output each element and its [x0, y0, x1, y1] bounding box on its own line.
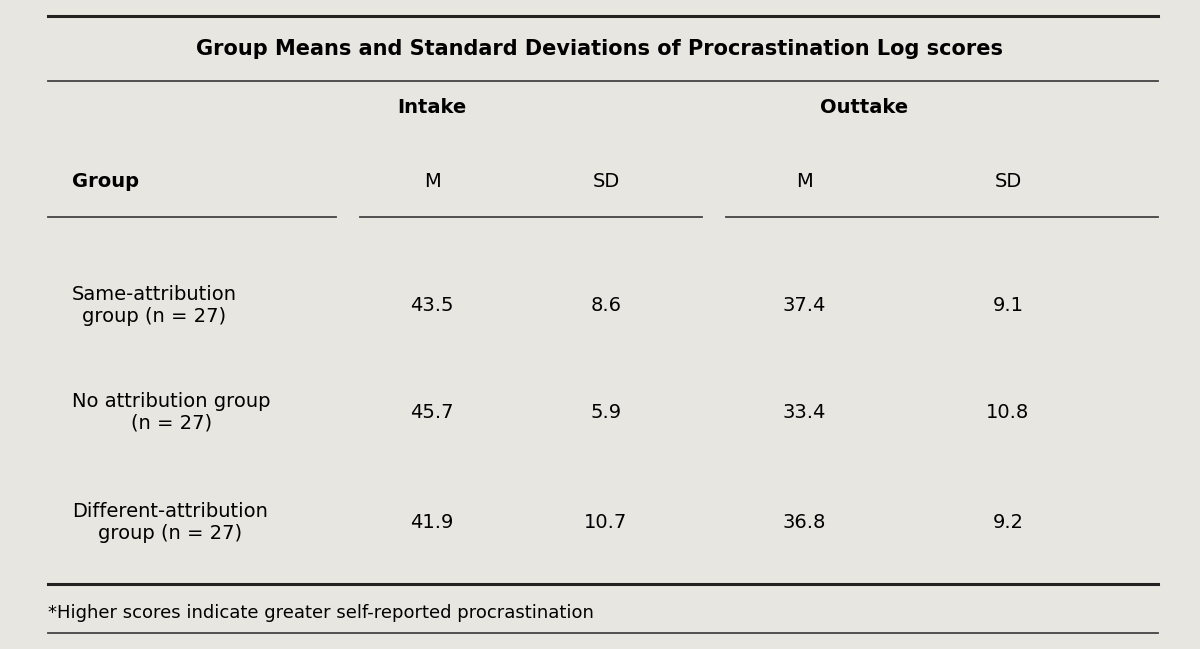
- Text: 43.5: 43.5: [410, 295, 454, 315]
- Text: No attribution group
(n = 27): No attribution group (n = 27): [72, 391, 270, 433]
- Text: SD: SD: [593, 172, 619, 191]
- Text: 41.9: 41.9: [410, 513, 454, 532]
- Text: SD: SD: [995, 172, 1021, 191]
- Text: 45.7: 45.7: [410, 402, 454, 422]
- Text: M: M: [424, 172, 440, 191]
- Text: *Higher scores indicate greater self-reported procrastination: *Higher scores indicate greater self-rep…: [48, 604, 594, 622]
- Text: 36.8: 36.8: [782, 513, 826, 532]
- Text: 9.2: 9.2: [992, 513, 1024, 532]
- Text: 10.8: 10.8: [986, 402, 1030, 422]
- Text: Group Means and Standard Deviations of Procrastination Log scores: Group Means and Standard Deviations of P…: [197, 39, 1003, 58]
- Text: 8.6: 8.6: [590, 295, 622, 315]
- Text: Same-attribution
group (n = 27): Same-attribution group (n = 27): [72, 284, 238, 326]
- Text: Intake: Intake: [397, 97, 467, 117]
- Text: 33.4: 33.4: [782, 402, 826, 422]
- Text: 10.7: 10.7: [584, 513, 628, 532]
- Text: 37.4: 37.4: [782, 295, 826, 315]
- Text: 5.9: 5.9: [590, 402, 622, 422]
- Text: Outtake: Outtake: [820, 97, 908, 117]
- Text: Different-attribution
group (n = 27): Different-attribution group (n = 27): [72, 502, 268, 543]
- Text: Group: Group: [72, 172, 139, 191]
- Text: 9.1: 9.1: [992, 295, 1024, 315]
- Text: M: M: [796, 172, 812, 191]
